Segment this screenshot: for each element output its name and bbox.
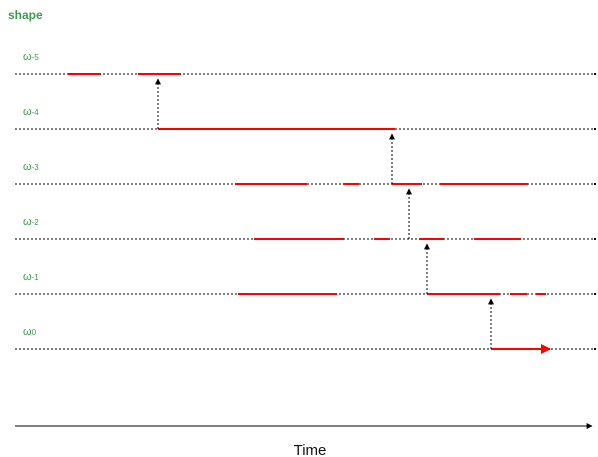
levels-layer: ω-5 ω-4 ω-3 ω-2 ω-1 ω0: [15, 51, 596, 354]
level-3: ω-2: [15, 216, 596, 240]
level-label: ω-4: [23, 106, 39, 118]
level-label: ω-5: [23, 51, 39, 63]
level-label: ω-2: [23, 216, 39, 228]
level-2: ω-3: [15, 161, 596, 185]
level-5: ω0: [15, 326, 596, 354]
level-label: ω-3: [23, 161, 39, 173]
level-label-subscript: -4: [32, 108, 40, 117]
level-end-marker: [594, 73, 596, 75]
level-end-marker: [594, 238, 596, 240]
time-axis-label: Time: [294, 442, 327, 457]
level-end-marker: [594, 348, 596, 350]
level-label-subscript: -1: [32, 273, 40, 282]
level-label: ω-1: [23, 271, 39, 283]
level-end-marker: [594, 183, 596, 185]
diagram-title: shape: [8, 8, 43, 22]
level-label-subscript: -2: [32, 218, 40, 227]
level-0: ω-5: [15, 51, 596, 75]
transitions-layer: [155, 78, 494, 349]
level-end-marker: [594, 128, 596, 130]
level-label-subscript: -3: [32, 163, 40, 172]
level-label-subscript: -5: [32, 53, 40, 62]
level-end-marker: [594, 293, 596, 295]
level-label: ω0: [23, 326, 37, 338]
level-1: ω-4: [15, 106, 596, 130]
level-label-subscript: 0: [32, 328, 37, 337]
level-4: ω-1: [15, 271, 596, 295]
